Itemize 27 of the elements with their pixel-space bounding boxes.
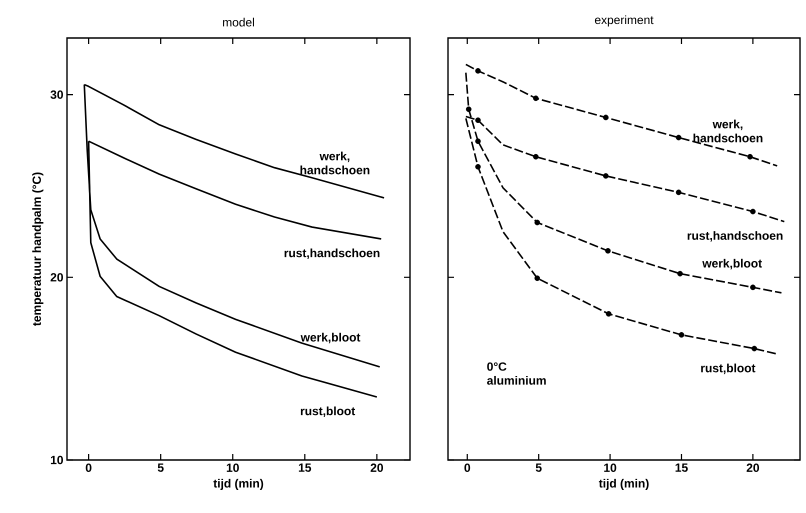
y-axis-title: temperatuur handpalm (°C) (32, 172, 44, 326)
x-tick-label: 15 (298, 464, 312, 472)
series-label: rust,bloot (701, 364, 756, 374)
x-tick-label: 20 (370, 464, 384, 472)
chart-title: experiment (594, 15, 654, 26)
series-label: werk,bloot (300, 332, 360, 344)
series-label: werk,bloot (702, 258, 762, 270)
series-label: rust,handschoen (284, 248, 380, 259)
x-tick-label: 0 (464, 464, 470, 472)
x-tick-label: 20 (746, 464, 760, 472)
series-label: werk, handschoen (694, 120, 762, 142)
annotation: 0°C aluminium (487, 362, 546, 385)
x-tick-label: 5 (536, 464, 542, 472)
chart-title: model (223, 18, 254, 26)
x-tick-label: 15 (676, 464, 688, 472)
y-tick-label: 30 (50, 90, 63, 99)
x-axis-title: tijd (min) (213, 478, 264, 490)
series-label: rust,bloot (300, 406, 356, 417)
series-label: werk, handschoen (300, 152, 370, 174)
y-tick-label: 20 (50, 273, 63, 282)
x-tick-label: 5 (158, 464, 164, 472)
x-tick-label: 0 (86, 464, 92, 472)
y-tick-label: 10 (50, 456, 63, 464)
x-axis-title: tijd (min) (598, 478, 649, 490)
series-label: rust,handschoen (688, 231, 782, 242)
x-tick-label: 10 (604, 464, 616, 472)
x-tick-label: 10 (226, 464, 239, 472)
